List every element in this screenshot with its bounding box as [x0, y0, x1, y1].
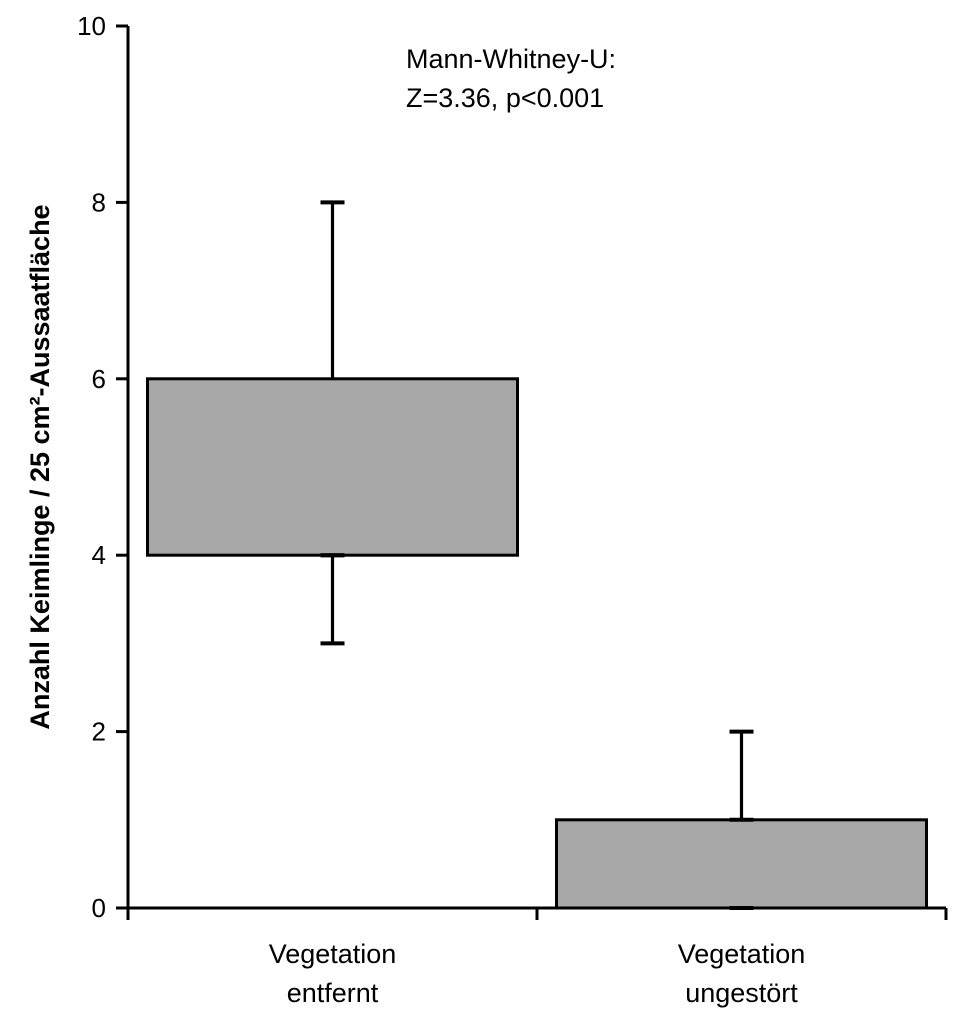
axes: Vegetation entfernt Vegetation ungestört 0 2 4… [77, 11, 948, 1008]
y-axis-label: Anzahl Keimlinge / 25 cm²-Aussaatfläche [25, 204, 55, 729]
x-category-label: entfernt [287, 978, 379, 1008]
x-category-label: Vegetation [269, 939, 397, 969]
y-tick-label: 0 [92, 893, 106, 923]
x-category-label: ungestört [685, 978, 798, 1008]
y-tick-label: 4 [92, 540, 106, 570]
x-category-label: Vegetation [678, 939, 806, 969]
y-tick-label: 10 [77, 11, 106, 41]
annotation-line-1: Mann-Whitney-U: [406, 44, 616, 74]
box-1 [146, 377, 519, 557]
text-layer: Mann-Whitney-U: Z=3.36, p<0.001 Anzahl K… [25, 44, 616, 730]
plot-area [146, 200, 928, 910]
annotation-line-2: Z=3.36, p<0.001 [406, 83, 604, 113]
y-tick-label: 2 [92, 717, 106, 747]
y-tick-label: 6 [92, 364, 106, 394]
y-tick-label: 8 [92, 187, 106, 217]
box-2 [555, 818, 928, 910]
